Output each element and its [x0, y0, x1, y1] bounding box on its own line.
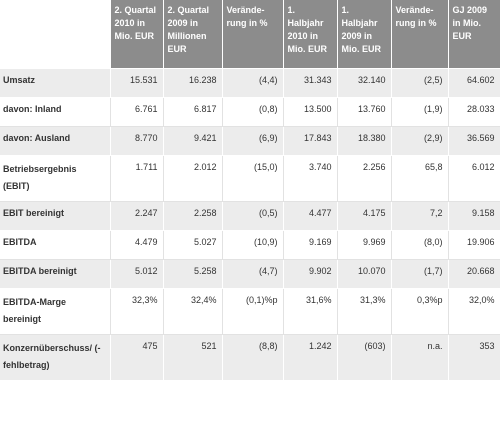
table-cell: (2,9)	[391, 126, 449, 156]
table-cell: 2.012	[163, 155, 223, 202]
table-cell: 16.238	[163, 68, 223, 98]
table-cell: 32,3%	[110, 288, 164, 335]
table-cell: (1,9)	[391, 97, 449, 127]
table-cell: 9.969	[337, 230, 392, 260]
header-row: 2. Quartal 2010 in Mio. EUR 2. Quartal 2…	[0, 0, 500, 69]
table-cell: 9.902	[283, 259, 338, 289]
column-header: Verände-rung in %	[222, 0, 284, 69]
table-cell: 9.158	[448, 201, 500, 231]
table-row: EBITDA bereinigt 5.012 5.258 (4,7) 9.902…	[0, 259, 500, 289]
table-cell: 32,4%	[163, 288, 223, 335]
table-cell: 18.380	[337, 126, 392, 156]
row-label: EBITDA-Marge bereinigt	[0, 288, 111, 335]
row-label: Umsatz	[0, 68, 111, 98]
table-cell: (8,8)	[222, 334, 284, 381]
row-label: EBIT bereinigt	[0, 201, 111, 231]
table-cell: 28.033	[448, 97, 500, 127]
financial-table: 2. Quartal 2010 in Mio. EUR 2. Quartal 2…	[0, 0, 500, 381]
table-cell: (6,9)	[222, 126, 284, 156]
column-header: 1. Halbjahr 2009 in Mio. EUR	[337, 0, 392, 69]
table-cell: 2.256	[337, 155, 392, 202]
table-cell: 31,6%	[283, 288, 338, 335]
row-label: EBITDA bereinigt	[0, 259, 111, 289]
row-label: Betriebsergebnis (EBIT)	[0, 155, 111, 202]
table-cell: (0,5)	[222, 201, 284, 231]
table-row: davon: Ausland 8.770 9.421 (6,9) 17.843 …	[0, 126, 500, 156]
table-cell: 9.169	[283, 230, 338, 260]
table-cell: 4.175	[337, 201, 392, 231]
table-cell: 521	[163, 334, 223, 381]
table-cell: (1,7)	[391, 259, 449, 289]
table-cell: 10.070	[337, 259, 392, 289]
table-cell: 4.479	[110, 230, 164, 260]
header-corner	[0, 0, 111, 69]
table-cell: 1.242	[283, 334, 338, 381]
table-cell: 36.569	[448, 126, 500, 156]
table-cell: 5.258	[163, 259, 223, 289]
table-cell: 32,0%	[448, 288, 500, 335]
row-label: davon: Inland	[0, 97, 111, 127]
table-cell: 13.500	[283, 97, 338, 127]
table-cell: 65,8	[391, 155, 449, 202]
table-cell: (4,7)	[222, 259, 284, 289]
table-cell: (4,4)	[222, 68, 284, 98]
table-cell: 5.012	[110, 259, 164, 289]
table-cell: 475	[110, 334, 164, 381]
table-row: Konzernüberschuss/ (-fehlbetrag) 475 521…	[0, 334, 500, 381]
table-cell: 31.343	[283, 68, 338, 98]
table-cell: 19.906	[448, 230, 500, 260]
table-cell: 8.770	[110, 126, 164, 156]
column-header: 2. Quartal 2010 in Mio. EUR	[110, 0, 164, 69]
table-cell: (2,5)	[391, 68, 449, 98]
row-label: davon: Ausland	[0, 126, 111, 156]
table-cell: n.a.	[391, 334, 449, 381]
table-row: EBIT bereinigt 2.247 2.258 (0,5) 4.477 4…	[0, 201, 500, 231]
table-cell: 20.668	[448, 259, 500, 289]
column-header: GJ 2009 in Mio. EUR	[448, 0, 500, 69]
row-label: Konzernüberschuss/ (-fehlbetrag)	[0, 334, 111, 381]
table-cell: 9.421	[163, 126, 223, 156]
column-header: 2. Quartal 2009 in Millionen EUR	[163, 0, 223, 69]
table-cell: 0,3%p	[391, 288, 449, 335]
table-row: EBITDA 4.479 5.027 (10,9) 9.169 9.969 (8…	[0, 230, 500, 260]
column-header: 1. Halbjahr 2010 in Mio. EUR	[283, 0, 338, 69]
table-cell: 32.140	[337, 68, 392, 98]
table-cell: 31,3%	[337, 288, 392, 335]
table-cell: (8,0)	[391, 230, 449, 260]
table-cell: 15.531	[110, 68, 164, 98]
table-row: davon: Inland 6.761 6.817 (0,8) 13.500 1…	[0, 97, 500, 127]
table-cell: 2.258	[163, 201, 223, 231]
column-header: Verände-rung in %	[391, 0, 449, 69]
table-cell: 353	[448, 334, 500, 381]
table-cell: 3.740	[283, 155, 338, 202]
table-cell: 64.602	[448, 68, 500, 98]
table-cell: 6.817	[163, 97, 223, 127]
table-row: Umsatz 15.531 16.238 (4,4) 31.343 32.140…	[0, 68, 500, 98]
table-cell: 6.761	[110, 97, 164, 127]
table-cell: 1.711	[110, 155, 164, 202]
table-cell: 5.027	[163, 230, 223, 260]
table-row: Betriebsergebnis (EBIT) 1.711 2.012 (15,…	[0, 155, 500, 202]
table-cell: (0,1)%p	[222, 288, 284, 335]
table-cell: 6.012	[448, 155, 500, 202]
table-cell: (603)	[337, 334, 392, 381]
table-cell: (10,9)	[222, 230, 284, 260]
table-cell: 2.247	[110, 201, 164, 231]
table-cell: 17.843	[283, 126, 338, 156]
table-cell: 4.477	[283, 201, 338, 231]
table-row: EBITDA-Marge bereinigt 32,3% 32,4% (0,1)…	[0, 288, 500, 335]
table-cell: 7,2	[391, 201, 449, 231]
table-cell: (15,0)	[222, 155, 284, 202]
table-cell: 13.760	[337, 97, 392, 127]
row-label: EBITDA	[0, 230, 111, 260]
table-cell: (0,8)	[222, 97, 284, 127]
